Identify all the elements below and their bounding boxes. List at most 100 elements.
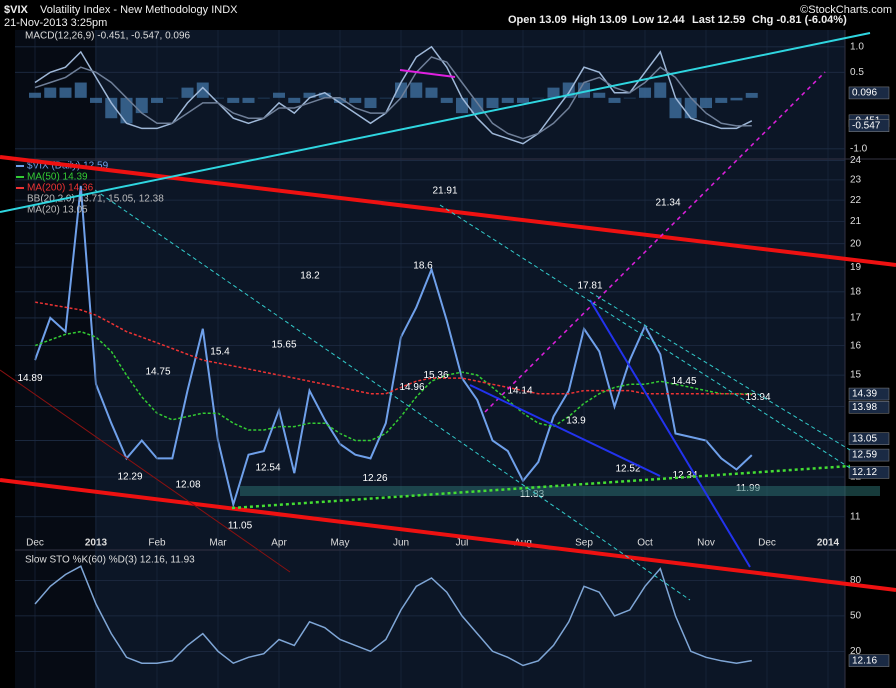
quote-item: Open 13.09 <box>508 14 567 26</box>
annotation: 14.75 <box>145 366 170 377</box>
histogram-bar <box>425 87 438 98</box>
histogram-bar <box>471 97 484 114</box>
x-tick-label: Apr <box>271 538 287 549</box>
histogram-bar <box>318 92 331 98</box>
value-box <box>848 86 890 100</box>
histogram-bar <box>29 92 41 98</box>
annotation: 14.96 <box>399 382 424 393</box>
histogram-bar <box>166 97 179 99</box>
histogram-bar <box>105 97 118 119</box>
series-line <box>34 45 753 145</box>
annotation: 18.2 <box>300 270 320 281</box>
legend-label: MA(200) 14.36 <box>27 183 94 194</box>
histogram-bar <box>745 92 758 98</box>
trend-line <box>589 291 851 451</box>
symbol: $VIX <box>4 4 29 16</box>
histogram-bar <box>486 97 499 109</box>
histogram-bar <box>547 87 560 98</box>
histogram-bar <box>90 97 102 103</box>
pre-period <box>15 30 95 688</box>
histogram-bar <box>135 97 148 114</box>
value-label: 13.05 <box>852 433 877 444</box>
histogram-bar <box>59 87 72 98</box>
annotation: 21.34 <box>655 198 680 209</box>
quote-item: Chg -0.81 (-6.04%) <box>752 14 847 26</box>
series-line <box>34 301 752 396</box>
trend-lines <box>0 32 896 601</box>
value-box <box>848 448 890 462</box>
annotation: 14.14 <box>507 386 532 397</box>
histogram-bar <box>639 87 651 98</box>
series-line <box>34 565 752 667</box>
panel-title: Slow STO %K(60) %D(3) 12.16, 11.93 <box>25 555 195 566</box>
histogram-bar <box>196 82 209 98</box>
trend-line <box>469 384 661 477</box>
histogram-bar <box>364 97 377 109</box>
value-box <box>848 401 890 414</box>
annotation: 21.91 <box>432 186 457 197</box>
histogram-bar <box>730 97 743 101</box>
histogram-bar <box>181 87 194 98</box>
support-band <box>240 486 880 496</box>
histogram-bar <box>242 97 255 103</box>
annotation: 14.45 <box>671 376 696 387</box>
histogram-bar <box>288 97 301 103</box>
histogram-bar <box>227 97 240 103</box>
trend-line <box>0 155 896 267</box>
value-box <box>848 432 890 445</box>
trend-line <box>0 32 871 213</box>
histogram-bar <box>257 97 270 99</box>
value-label: -0.547 <box>852 120 881 131</box>
y-tick-label: 19 <box>850 262 862 273</box>
quote-item: High 13.09 <box>572 14 627 26</box>
value-box <box>848 119 890 132</box>
histogram-bar <box>623 97 636 99</box>
annotation: 15.4 <box>210 347 230 358</box>
y-tick-label: 50 <box>850 611 862 622</box>
value-box <box>848 387 890 401</box>
histogram-bar <box>273 92 285 98</box>
trend-line <box>231 464 851 510</box>
trend-line <box>0 478 896 592</box>
series-line <box>34 56 752 140</box>
histogram-bar <box>501 97 514 103</box>
y-tick-label: 23 <box>850 174 862 185</box>
histogram-bar <box>410 82 423 98</box>
histogram-bar <box>608 97 621 103</box>
annotation: 14.89 <box>17 373 42 384</box>
histogram-bar <box>303 92 316 98</box>
y-tick-label: 16 <box>850 340 862 351</box>
value-box <box>848 654 890 667</box>
annotation: 15.36 <box>423 370 448 381</box>
histogram-bar <box>349 97 362 103</box>
histogram-bar <box>456 97 468 114</box>
legend-label: BB(20,2.0) 13.71, 15.05, 12.38 <box>27 194 164 205</box>
annotation: 12.08 <box>175 480 200 491</box>
annotation: 12.52 <box>615 463 640 474</box>
x-tick-label: Oct <box>637 538 653 549</box>
panel-title: MACD(12,26,9) -0.451, -0.547, 0.096 <box>25 31 191 42</box>
annotation: 11.05 <box>228 520 253 531</box>
y-tick-label: 20 <box>850 238 862 249</box>
value-label: 14.39 <box>852 389 877 400</box>
x-tick-label: Dec <box>26 538 44 549</box>
x-tick-label: Feb <box>148 538 166 549</box>
y-tick-label: 1.0 <box>850 41 864 52</box>
value-label: 12.12 <box>852 467 877 478</box>
histogram-bar <box>74 82 87 98</box>
value-label: 12.16 <box>852 655 877 666</box>
histogram-bar <box>151 97 163 103</box>
y-tick-label: 11 <box>850 511 861 522</box>
y-tick-label: -1.0 <box>850 143 868 154</box>
histogram-bar <box>593 92 606 98</box>
plot-area <box>95 30 845 688</box>
y-tick-label: 15 <box>850 370 862 381</box>
histogram-bar <box>120 97 133 124</box>
histogram-bar <box>334 97 346 103</box>
value-label: 12.59 <box>852 450 877 461</box>
value-label: 0.096 <box>852 88 877 99</box>
quote-item: Last 12.59 <box>692 14 745 26</box>
histogram-bar <box>669 97 682 119</box>
histogram-bar <box>440 97 453 103</box>
